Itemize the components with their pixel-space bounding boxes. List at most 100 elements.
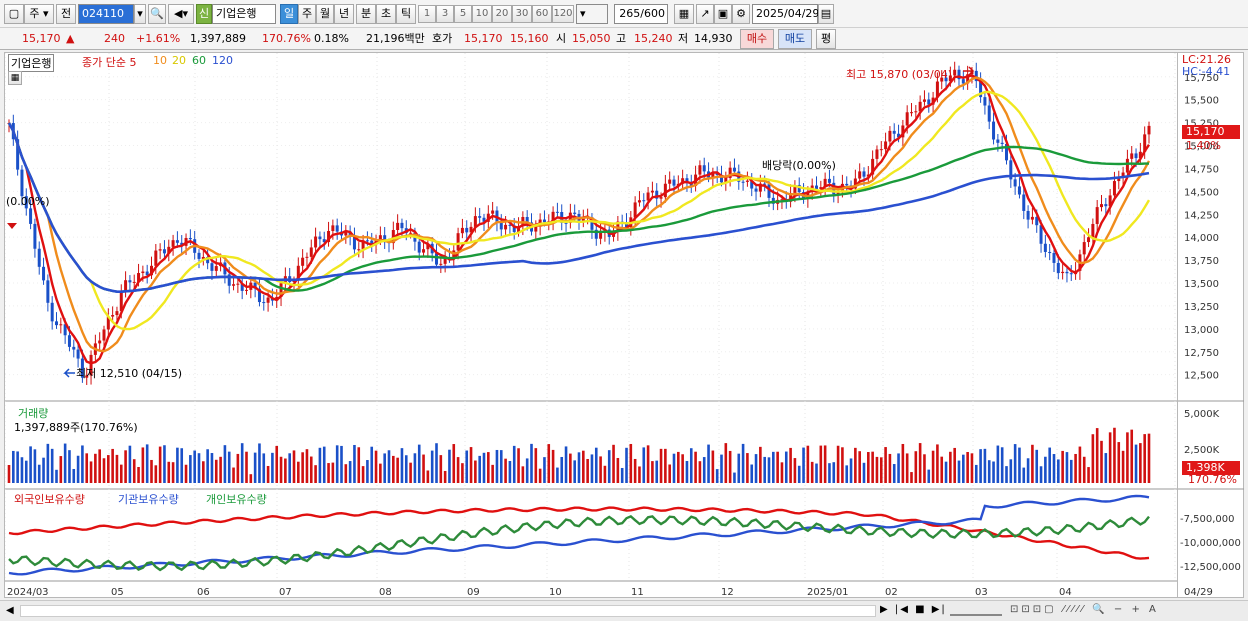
- volume-bar: [491, 464, 494, 483]
- candle-body: [162, 249, 166, 254]
- volume-bar: [940, 456, 944, 483]
- sell-button[interactable]: 매도: [778, 29, 812, 49]
- date-input[interactable]: 2025/04/29: [752, 4, 819, 24]
- scroll-track[interactable]: [20, 605, 876, 617]
- minute-20[interactable]: 20: [492, 5, 512, 23]
- layout-icon[interactable]: ▢: [4, 4, 24, 24]
- minute-5[interactable]: 5: [454, 5, 472, 23]
- volume-bar: [344, 464, 348, 483]
- market-select[interactable]: 주 ▾: [24, 4, 54, 24]
- buy-button[interactable]: 매수: [740, 29, 774, 49]
- price-panel-title[interactable]: 기업은행: [8, 54, 55, 72]
- volume-bar: [854, 447, 857, 483]
- minute-120[interactable]: 120: [552, 5, 574, 23]
- holding-tick-label: -12,500,000: [1180, 562, 1241, 573]
- scroll-left-icon[interactable]: ◀: [6, 605, 14, 616]
- playback-controls[interactable]: ▶ |◀ ■ ▶|: [880, 604, 947, 615]
- volume-bar: [797, 465, 801, 483]
- custom-period-select[interactable]: ▾: [576, 4, 608, 24]
- period-tick[interactable]: 틱: [396, 4, 416, 24]
- volume-bar: [20, 457, 24, 483]
- eval-button[interactable]: 평: [816, 29, 836, 49]
- settings-icon[interactable]: ⚙: [732, 4, 750, 24]
- volume-bar: [918, 443, 922, 483]
- tool-icons[interactable]: ⊡⊡⊡▢ ⁄⁄⁄⁄⁄ 🔍 − + A: [1010, 604, 1159, 615]
- period-month[interactable]: 월: [316, 4, 334, 24]
- volume-bar: [569, 453, 572, 483]
- volume-bar: [1035, 449, 1039, 483]
- grid-toggle-icon[interactable]: ▦: [8, 71, 22, 85]
- volume-last-badge: 1,398K: [1182, 461, 1240, 475]
- volume-bar: [677, 451, 680, 483]
- volume-bar: [685, 461, 689, 483]
- candle-body: [517, 226, 521, 232]
- candle-body: [499, 222, 503, 230]
- period-minute[interactable]: 분: [356, 4, 376, 24]
- volume-bar: [905, 453, 909, 483]
- period-year[interactable]: 년: [334, 4, 354, 24]
- period-second[interactable]: 초: [376, 4, 396, 24]
- candle-body: [992, 121, 996, 140]
- chart-scrollbar[interactable]: ◀ ▶ |◀ ■ ▶| ⊡⊡⊡▢ ⁄⁄⁄⁄⁄ 🔍 − + A: [0, 600, 1248, 621]
- volume-bar: [1100, 440, 1103, 483]
- candle-body: [979, 81, 983, 98]
- volume-bar: [422, 454, 425, 483]
- calendar-icon[interactable]: ▤: [818, 4, 834, 24]
- volume-bar: [884, 447, 887, 483]
- minute-1[interactable]: 1: [418, 5, 436, 23]
- candle-body: [974, 70, 978, 82]
- zoom-slider[interactable]: [950, 604, 1002, 616]
- count-input[interactable]: 265/600: [614, 4, 668, 24]
- candle-body: [486, 213, 490, 222]
- volume-bar: [849, 458, 853, 483]
- search-icon[interactable]: 🔍: [148, 4, 166, 24]
- draw-tool-icon[interactable]: ↗: [696, 4, 714, 24]
- minute-3[interactable]: 3: [436, 5, 454, 23]
- candle-body: [378, 235, 382, 240]
- volume-bar: [1117, 442, 1121, 483]
- volume-bar: [150, 459, 153, 483]
- period-week[interactable]: 주: [298, 4, 316, 24]
- volume-bar: [577, 452, 581, 483]
- volume-bar: [594, 447, 598, 483]
- minute-10[interactable]: 10: [472, 5, 492, 23]
- volume-bar: [832, 462, 836, 483]
- open-price: 15,050: [572, 32, 611, 45]
- period-day[interactable]: 일: [280, 4, 298, 24]
- volume-bar: [340, 445, 343, 483]
- price-tick-label: 15,000: [1184, 142, 1219, 153]
- candle-body: [150, 265, 153, 276]
- candle-body: [357, 249, 361, 251]
- volume-bar: [292, 450, 296, 483]
- volume-bar: [698, 461, 702, 483]
- stock-name-field[interactable]: 기업은행: [212, 4, 276, 24]
- sound-icon[interactable]: ◀▾: [168, 4, 194, 24]
- chart-area[interactable]: 2024/03 05 06 07 08 09 10 11 12 2025/01 02 03 04: [4, 52, 1178, 598]
- volume-bar: [979, 449, 982, 483]
- volume-bar: [871, 451, 874, 483]
- volume-bar: [33, 449, 37, 483]
- foreign-holding-line: [8, 506, 1150, 560]
- stock-code-input[interactable]: 024110: [78, 4, 134, 24]
- code-dropdown-icon[interactable]: ▾: [134, 4, 146, 24]
- volume-bar: [888, 453, 892, 483]
- volume-bar: [361, 466, 365, 483]
- candle-body: [240, 283, 244, 291]
- minute-30[interactable]: 30: [512, 5, 532, 23]
- save-icon[interactable]: ▣: [714, 4, 732, 24]
- ma-20-line: [7, 90, 1151, 331]
- chart-type-icon[interactable]: ▦: [674, 4, 694, 24]
- candle-body: [409, 232, 413, 234]
- volume-bar: [379, 463, 382, 483]
- candle-body: [443, 257, 447, 264]
- prev-button[interactable]: 전: [56, 4, 76, 24]
- candle-body: [188, 238, 192, 240]
- volume-bar: [456, 457, 460, 483]
- candle-body: [1104, 204, 1108, 207]
- volume-bar: [767, 457, 771, 483]
- volume-bar: [482, 452, 486, 483]
- chart-canvas[interactable]: 2024/03 05 06 07 08 09 10 11 12 2025/01 02 03 04: [5, 53, 1177, 597]
- minute-60[interactable]: 60: [532, 5, 552, 23]
- volume-bar: [1013, 444, 1017, 483]
- volume-bar: [806, 445, 810, 483]
